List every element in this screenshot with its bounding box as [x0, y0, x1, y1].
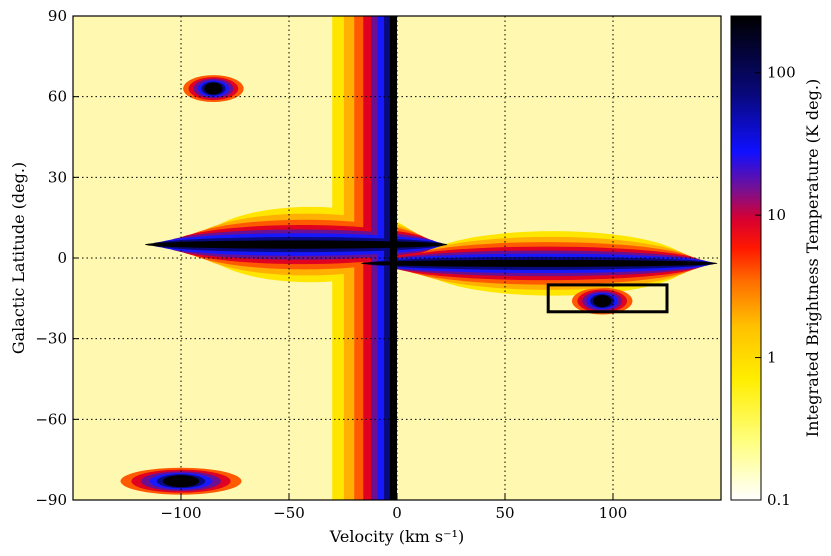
- colorbar-tick-label: 1: [767, 349, 777, 367]
- selection-box: [546, 283, 669, 314]
- colorbar-tick-label: 100: [767, 64, 796, 82]
- x-tick-label: −100: [160, 504, 201, 522]
- y-tick-label: −60: [35, 410, 67, 428]
- colorbar-tick-label: 0.1: [767, 491, 791, 509]
- cloud: [204, 82, 223, 95]
- x-axis-label: Velocity (km s⁻¹): [329, 527, 464, 546]
- x-tick-label: 0: [392, 504, 402, 522]
- y-tick-label: 90: [48, 7, 67, 25]
- x-tick-label: 50: [495, 504, 514, 522]
- cloud: [593, 295, 612, 307]
- y-tick-label: 30: [48, 168, 67, 186]
- colorbar: [730, 15, 762, 501]
- y-tick-label: 60: [48, 88, 67, 106]
- colorbar-axis: 0.1 1 10 100: [755, 64, 796, 509]
- y-axis: −90 −60 −30 0 30 60 90: [35, 7, 79, 509]
- x-tick-label: −50: [273, 504, 305, 522]
- x-tick-label: 100: [599, 504, 628, 522]
- y-axis-label: Galactic Latitude (deg.): [9, 162, 28, 354]
- horizontal-ridge: [144, 240, 448, 249]
- colorbar-tick-label: 10: [767, 206, 786, 224]
- colorbar-label: Integrated Brightness Temperature (K deg…: [803, 79, 822, 437]
- horizontal-ridge: [360, 259, 718, 267]
- cloud: [162, 475, 200, 488]
- x-axis: −100 −50 0 50 100: [160, 494, 627, 522]
- y-tick-label: −90: [35, 491, 67, 509]
- y-tick-label: 0: [57, 249, 67, 267]
- y-tick-label: −30: [35, 330, 67, 348]
